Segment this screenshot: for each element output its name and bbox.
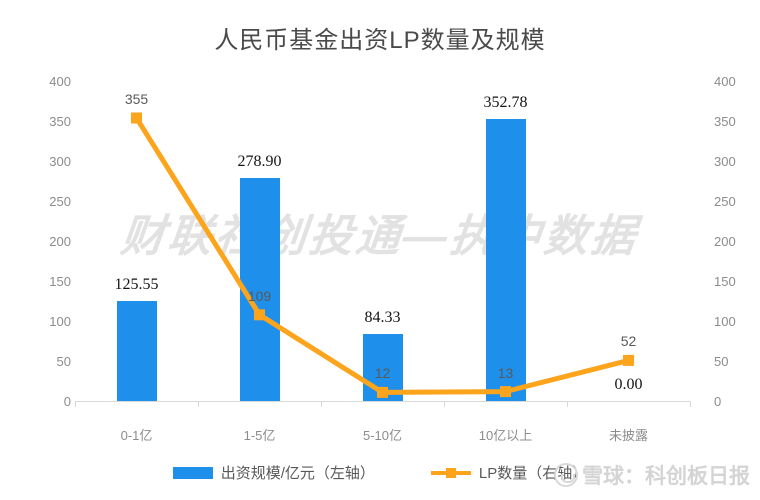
watermark-bottom-right: 雪球：科创板日报 xyxy=(554,460,750,490)
y-tick-label-left: 300 xyxy=(49,154,71,169)
bar-value-label: 352.78 xyxy=(483,93,528,111)
y-tick-label-right: 100 xyxy=(714,314,736,329)
bar-series-swatch-icon xyxy=(172,466,213,479)
y-tick-label-right: 150 xyxy=(714,274,736,289)
lp-count-line xyxy=(134,116,630,395)
legend-bar-label: 出资规模/亿元（左轴） xyxy=(220,465,375,482)
x-category-label: 未披露 xyxy=(608,428,648,443)
y-tick-label-right: 300 xyxy=(714,154,736,169)
line-marker-1-5亿[interactable] xyxy=(254,309,265,321)
bar-value-label: 84.33 xyxy=(364,308,401,326)
x-category-label: 5-10亿 xyxy=(362,428,403,443)
y-tick-label-left: 250 xyxy=(49,194,71,209)
y-tick-label-left: 350 xyxy=(49,114,71,129)
line-marker-5-10亿[interactable] xyxy=(377,386,388,398)
legend-item-bar[interactable]: 出资规模/亿元（左轴） xyxy=(172,462,375,483)
y-tick-label-left: 200 xyxy=(49,234,71,249)
y-tick-label-left: 50 xyxy=(56,354,71,369)
y-tick-label-right: 350 xyxy=(714,114,736,129)
xueqiu-logo-icon xyxy=(554,463,578,487)
line-value-label: 12 xyxy=(374,365,391,382)
bar-value-label: 0.00 xyxy=(614,376,643,393)
x-axis-tick xyxy=(321,401,322,407)
line-marker-未披露[interactable] xyxy=(623,354,634,366)
watermark-br-text: 雪球：科创板日报 xyxy=(582,465,750,488)
y-tick-label-right: 200 xyxy=(714,234,736,249)
bar-0-1亿[interactable] xyxy=(116,300,157,401)
y-tick-label-left: 400 xyxy=(49,74,71,89)
plot-area: 125.55 278.90 84.33 352.78 0.00 355 109 12 13 52 xyxy=(75,82,691,407)
y-tick-label-right: 50 xyxy=(714,354,729,369)
y-tick-label-left: 150 xyxy=(49,274,71,289)
x-axis-tick xyxy=(75,401,76,407)
line-marker-0-1亿[interactable] xyxy=(131,112,142,124)
x-axis-tick xyxy=(690,401,691,407)
x-axis-tick xyxy=(567,401,568,407)
chart-title: 人民币基金出资LP数量及规模 xyxy=(214,27,546,54)
y-tick-label-right: 250 xyxy=(714,194,736,209)
y-tick-label-left: 0 xyxy=(63,394,71,409)
bar-10亿以上[interactable] xyxy=(485,118,526,401)
line-value-label: 355 xyxy=(124,91,149,107)
x-category-label: 0-1亿 xyxy=(120,428,153,443)
y-tick-label-left: 100 xyxy=(49,314,71,329)
y-tick-label-right: 400 xyxy=(714,74,736,89)
bar-value-label: 278.90 xyxy=(237,152,282,170)
bar-value-label: 125.55 xyxy=(114,275,159,293)
y-tick-label-right: 0 xyxy=(714,394,722,409)
line-value-label: 13 xyxy=(497,364,514,381)
line-marker-10亿以上[interactable] xyxy=(500,386,511,398)
x-axis-tick xyxy=(444,401,445,407)
x-category-label: 1-5亿 xyxy=(243,428,276,443)
line-series-swatch-icon xyxy=(430,467,471,479)
x-category-label: 10亿以上 xyxy=(478,428,533,443)
x-axis-tick xyxy=(198,401,199,407)
line-series xyxy=(131,112,634,398)
line-value-label: 109 xyxy=(247,287,272,304)
line-value-label: 52 xyxy=(620,333,637,350)
